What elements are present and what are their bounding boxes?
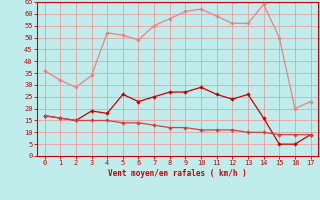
X-axis label: Vent moyen/en rafales ( km/h ): Vent moyen/en rafales ( km/h ) — [108, 169, 247, 178]
